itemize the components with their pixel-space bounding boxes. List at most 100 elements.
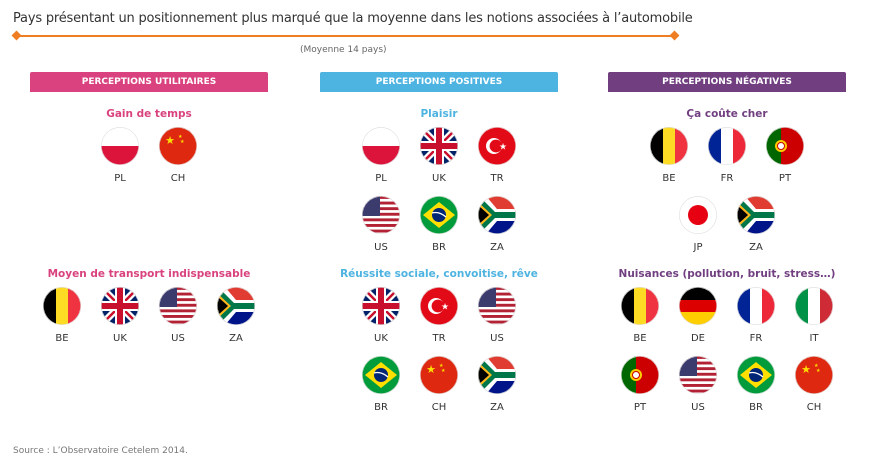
svg-text:★: ★ xyxy=(441,303,449,313)
average-line xyxy=(16,35,676,37)
svg-text:★: ★ xyxy=(178,134,183,140)
flag-row: BE FR PT xyxy=(608,127,846,184)
country-code: ZA xyxy=(229,333,243,344)
flag-us-icon xyxy=(159,287,197,325)
flag-be-icon xyxy=(43,287,81,325)
country-item: US xyxy=(149,287,207,344)
country-code: BR xyxy=(432,242,446,253)
column-3: PERCEPTIONS NÉGATIVES Ça coûte cher BE FR PT… xyxy=(608,72,846,413)
category-title: Plaisir xyxy=(420,108,458,120)
flag-be-icon xyxy=(650,127,688,165)
flag-row: PT US BR ★ ★ ★ CH xyxy=(608,356,846,413)
country-item: US xyxy=(669,356,727,413)
country-code: CH xyxy=(806,402,822,413)
flag-fr-icon xyxy=(737,287,775,325)
country-item: ZA xyxy=(207,287,265,344)
country-item: UK xyxy=(91,287,149,344)
country-item: PT xyxy=(611,356,669,413)
flag-row: UK ★ TR US xyxy=(320,287,558,344)
country-item: JP xyxy=(669,196,727,253)
flag-ch-icon: ★ ★★ xyxy=(795,356,833,394)
section-header: PERCEPTIONS POSITIVES xyxy=(320,72,558,92)
flag-za-icon xyxy=(478,356,516,394)
country-item: US xyxy=(352,196,410,253)
country-code: ZA xyxy=(490,242,504,253)
country-code: PT xyxy=(633,402,647,413)
country-code: BR xyxy=(374,402,388,413)
category-title: Moyen de transport indispensable xyxy=(47,268,251,280)
flag-uk-icon xyxy=(362,287,400,325)
country-item: FR xyxy=(698,127,756,184)
country-item: BR xyxy=(727,356,785,413)
line-end-marker xyxy=(669,30,680,41)
average-label: (Moyenne 14 pays) xyxy=(300,45,387,55)
country-item: PL xyxy=(352,127,410,184)
flag-fr-icon xyxy=(708,127,746,165)
country-code: BE xyxy=(662,173,676,184)
svg-text:★: ★ xyxy=(165,134,175,147)
country-code: IT xyxy=(809,333,819,344)
column-2: PERCEPTIONS POSITIVES Plaisir PL UK ★ TR US BR Z… xyxy=(320,72,558,413)
country-item: IT xyxy=(785,287,843,344)
country-item: BR xyxy=(352,356,410,413)
page-title: Pays présentant un positionnement plus m… xyxy=(13,11,693,26)
country-code: US xyxy=(374,242,388,253)
country-code: US xyxy=(691,402,705,413)
country-item: UK xyxy=(410,127,468,184)
country-item: PL xyxy=(91,127,149,184)
country-item: US xyxy=(468,287,526,344)
flag-br-icon xyxy=(362,356,400,394)
country-code: UK xyxy=(432,173,446,184)
flag-br-icon xyxy=(420,196,458,234)
country-code: ZA xyxy=(490,402,504,413)
category-title: Gain de temps xyxy=(106,108,192,120)
country-item: ★ TR xyxy=(410,287,468,344)
category-title: Ça coûte cher xyxy=(686,108,768,120)
country-code: TR xyxy=(432,333,446,344)
flag-ch-icon: ★ ★★ xyxy=(420,356,458,394)
flag-pt-icon xyxy=(766,127,804,165)
flag-de-icon xyxy=(679,287,717,325)
country-item: DE xyxy=(669,287,727,344)
flag-us-icon xyxy=(679,356,717,394)
flag-pt-icon xyxy=(621,356,659,394)
country-code: CH xyxy=(431,402,447,413)
country-code: FR xyxy=(720,173,734,184)
country-code: FR xyxy=(749,333,763,344)
country-code: BE xyxy=(633,333,647,344)
flag-it-icon xyxy=(795,287,833,325)
column-1: PERCEPTIONS UTILITAIRES Gain de temps PL ★ ★… xyxy=(30,72,268,344)
flag-jp-icon xyxy=(679,196,717,234)
country-code: PT xyxy=(778,173,792,184)
country-code: UK xyxy=(113,333,127,344)
flag-row: BE UK US ZA xyxy=(30,287,268,344)
country-code: TR xyxy=(490,173,504,184)
flag-row: BE DE FR IT xyxy=(608,287,846,344)
country-code: CH xyxy=(170,173,186,184)
country-code: US xyxy=(490,333,504,344)
svg-text:★: ★ xyxy=(499,143,507,153)
svg-text:★: ★ xyxy=(439,363,444,369)
svg-text:★: ★ xyxy=(426,363,436,376)
flag-row: PL UK ★ TR xyxy=(320,127,558,184)
flag-row: US BR ZA xyxy=(320,196,558,253)
flag-uk-icon xyxy=(420,127,458,165)
section-header: PERCEPTIONS UTILITAIRES xyxy=(30,72,268,92)
country-item: ZA xyxy=(727,196,785,253)
flag-row: PL ★ ★ ★ CH xyxy=(30,127,268,184)
svg-text:★: ★ xyxy=(814,363,819,369)
flag-za-icon xyxy=(217,287,255,325)
country-item: BE xyxy=(611,287,669,344)
section-header: PERCEPTIONS NÉGATIVES xyxy=(608,72,846,92)
country-item: UK xyxy=(352,287,410,344)
svg-text:★: ★ xyxy=(180,139,185,145)
country-code: ZA xyxy=(749,242,763,253)
line-start-marker xyxy=(11,30,22,41)
country-code: PL xyxy=(375,173,387,184)
flag-row: JP ZA xyxy=(608,196,846,253)
flag-ch-icon: ★ ★★ xyxy=(159,127,197,165)
flag-tr-icon: ★ xyxy=(420,287,458,325)
flag-za-icon xyxy=(737,196,775,234)
country-code: DE xyxy=(690,333,706,344)
country-item: ZA xyxy=(468,356,526,413)
